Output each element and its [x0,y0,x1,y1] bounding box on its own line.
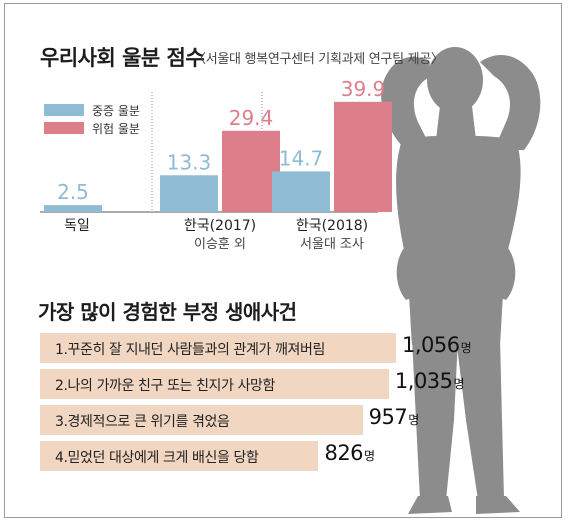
bar-value-label: 13.3 [167,150,212,174]
category-label: 한국(2018) [296,218,368,234]
hbar [40,333,396,363]
bar [160,175,218,212]
hbar-category-label: 3.경제적으로 큰 위기를 겪었음 [55,414,230,430]
bar [222,130,280,212]
hbar-value-label: 1,035명 [394,369,465,393]
legend-swatch [44,104,84,116]
chart-subtitle: 〈서울대 행복연구센터 기획과제 연구팀 제공〉 [193,52,444,67]
chart-title: 우리사회 울분 점수 [40,46,205,70]
bar-value-label: 14.7 [279,146,324,170]
hbar-chart-title: 가장 많이 경험한 부정 생애사건 [38,300,297,324]
legend-label: 위험 울분 [92,122,140,136]
hbar-category-label: 2.나의 가까운 친구 또는 친지가 사망함 [55,378,276,394]
hbar-category-label: 1.꾸준히 잘 지내던 사람들과의 관계가 깨져버림 [55,342,325,358]
category-sublabel: 서울대 조사 [300,237,364,252]
bar [334,101,392,212]
bar-value-label: 29.4 [229,106,274,130]
hbar [40,405,363,435]
hbar-value-label: 1,056명 [402,333,472,357]
legend-swatch [44,122,84,134]
legend-label: 중증 울분 [92,104,140,118]
hbar [40,369,389,399]
bar-value-label: 2.5 [57,180,89,204]
hbar-value-label: 826명 [324,441,375,465]
bar [44,205,102,212]
category-label: 독일 [64,218,90,234]
category-label: 한국(2017) [184,218,256,234]
bar-value-label: 39.9 [341,77,386,101]
category-sublabel: 이승훈 외 [194,237,246,252]
bar [272,171,330,212]
hbar [40,441,319,471]
hbar-category-label: 4.믿었던 대상에게 크게 배신을 당함 [55,450,259,466]
hbar-value-label: 957명 [368,405,420,429]
